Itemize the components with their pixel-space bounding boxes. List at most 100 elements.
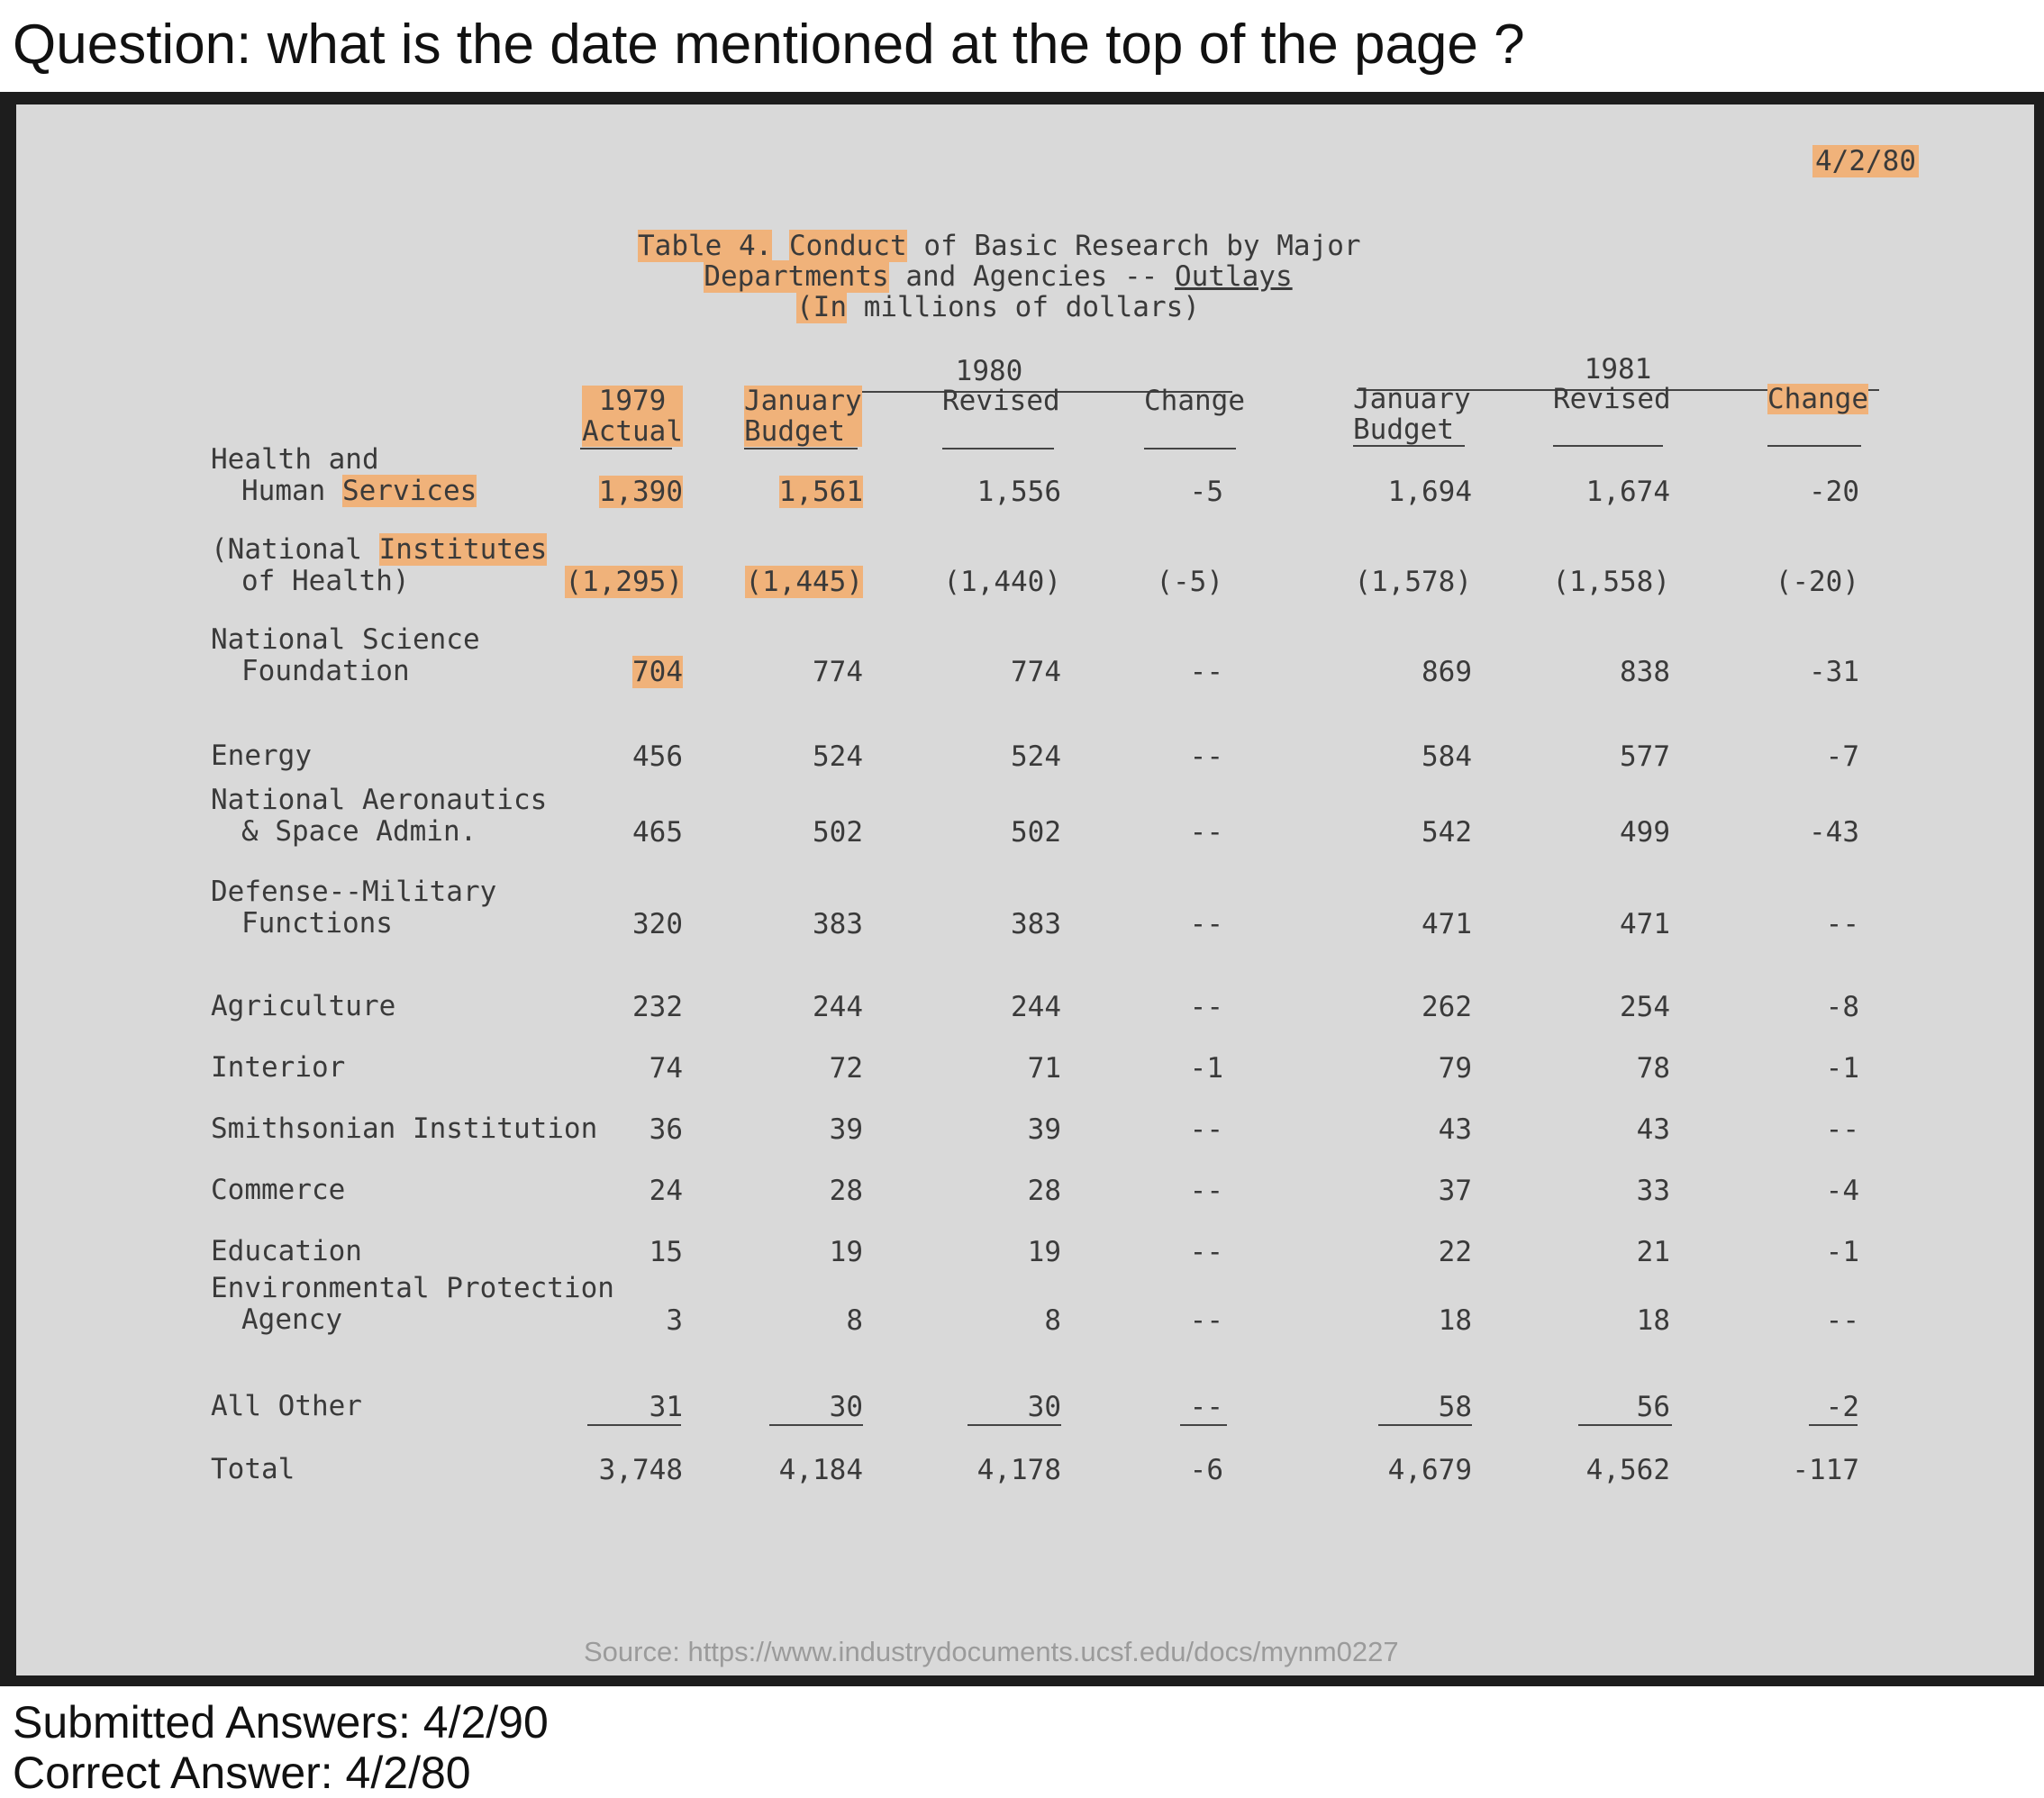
row-label-line: Smithsonian Institution xyxy=(211,1112,598,1145)
table-cell-value: -31 xyxy=(1809,656,1859,688)
table-cell-value: 58 xyxy=(1438,1391,1472,1423)
row-label-line: Agency xyxy=(241,1303,342,1336)
caption-line1-rest: of Basic Research by Major xyxy=(923,230,1361,262)
table-cell-value: 244 xyxy=(813,991,863,1023)
caption-line2-middle: and Agencies -- xyxy=(905,260,1158,293)
table-cell: 4,184 xyxy=(728,1454,863,1486)
table-cell-value: 577 xyxy=(1620,740,1670,773)
highlighted-word: Institutes xyxy=(378,533,548,566)
table-cell: 524 xyxy=(728,740,863,773)
header-1979-line1: 1979 xyxy=(582,386,683,416)
table-cell-value: 31 xyxy=(649,1391,683,1423)
table-cell: -- xyxy=(1088,991,1223,1023)
table-cell: 320 xyxy=(548,908,683,940)
table-cell-value: -- xyxy=(1189,1304,1223,1337)
table-cell-value: (1,578) xyxy=(1354,566,1472,598)
header-1979-actual: 1979 Actual xyxy=(582,386,683,447)
row-label-line: Commerce xyxy=(211,1174,346,1206)
table-cell: 39 xyxy=(926,1113,1061,1146)
table-cell: 30 xyxy=(728,1391,863,1423)
table-cell-value: -20 xyxy=(1809,476,1859,508)
sum-rule xyxy=(1578,1424,1672,1426)
row-label-line: Foundation xyxy=(241,655,410,687)
table-cell-value: -- xyxy=(1189,816,1223,849)
table-cell-value: 74 xyxy=(649,1052,683,1085)
table-cell: -- xyxy=(1724,1113,1859,1146)
row-label: (National Institutes of Health) xyxy=(211,533,548,597)
table-cell: 383 xyxy=(926,908,1061,940)
table-cell: 4,178 xyxy=(926,1454,1061,1486)
table-cell: (-20) xyxy=(1724,566,1859,598)
table-cell: 704 xyxy=(548,656,683,688)
table-cell: 43 xyxy=(1535,1113,1670,1146)
table-cell: 79 xyxy=(1337,1052,1472,1085)
table-cell-value: 19 xyxy=(829,1236,863,1268)
table-cell-value: 72 xyxy=(829,1052,863,1085)
row-label-line: Total xyxy=(211,1453,295,1485)
table-cell: -- xyxy=(1088,1236,1223,1268)
table-cell-value: 79 xyxy=(1438,1052,1472,1085)
table-cell-value: -1 xyxy=(1825,1052,1859,1085)
table-cell: (1,445) xyxy=(728,566,863,598)
caption-word-conduct: Conduct xyxy=(788,230,907,262)
caption-word-departments: Departments xyxy=(704,260,889,293)
header-1981-january-budget: January Budget xyxy=(1353,384,1471,445)
row-label: Energy xyxy=(211,740,312,772)
sum-rule xyxy=(769,1424,863,1426)
table-cell: 28 xyxy=(728,1175,863,1207)
header-rule xyxy=(1767,445,1861,447)
table-cell: 74 xyxy=(548,1052,683,1085)
header-1981-change: Change xyxy=(1767,383,1868,415)
table-cell-value: 18 xyxy=(1438,1304,1472,1337)
row-label-line: All Other xyxy=(211,1390,362,1422)
sum-rule xyxy=(587,1424,681,1426)
table-cell: 244 xyxy=(728,991,863,1023)
table-cell-value: 28 xyxy=(829,1175,863,1207)
table-cell-value: -- xyxy=(1189,1113,1223,1146)
table-cell-value: 456 xyxy=(632,740,683,773)
table-cell: 39 xyxy=(728,1113,863,1146)
table-cell: -- xyxy=(1088,1304,1223,1337)
source-watermark: Source: https://www.industrydocuments.uc… xyxy=(584,1636,1399,1667)
caption-line3-rest: millions of dollars) xyxy=(863,291,1200,323)
table-cell-value: 774 xyxy=(1011,656,1061,688)
header-rule xyxy=(1353,445,1465,447)
row-label-line: Functions xyxy=(241,907,393,940)
table-cell-value: 244 xyxy=(1011,991,1061,1023)
table-cell-value: 1,556 xyxy=(977,476,1061,508)
group-header-1980: 1980 xyxy=(746,355,1232,393)
table-cell: 465 xyxy=(548,816,683,849)
row-label: National Science Foundation xyxy=(211,624,480,687)
sum-rule xyxy=(967,1424,1061,1426)
table-cell-value: 43 xyxy=(1636,1113,1670,1146)
table-cell: -5 xyxy=(1088,476,1223,508)
table-cell: -1 xyxy=(1724,1236,1859,1268)
table-cell-value: 39 xyxy=(1027,1113,1061,1146)
table-cell: -117 xyxy=(1724,1454,1859,1486)
table-cell-value: 15 xyxy=(649,1236,683,1268)
table-cell-value: (1,558) xyxy=(1552,566,1670,598)
table-cell-value: 262 xyxy=(1422,991,1472,1023)
document-date: 4/2/80 xyxy=(1812,145,1919,177)
table-cell: -- xyxy=(1088,816,1223,849)
sum-rule xyxy=(1378,1424,1472,1426)
table-cell: -31 xyxy=(1724,656,1859,688)
table-cell-value: 542 xyxy=(1422,816,1472,849)
header-rule xyxy=(580,448,672,450)
row-label-line: & Space Admin. xyxy=(241,815,477,848)
table-cell: -1 xyxy=(1724,1052,1859,1085)
table-cell-value: -1 xyxy=(1825,1236,1859,1268)
table-cell: 36 xyxy=(548,1113,683,1146)
table-cell: 383 xyxy=(728,908,863,940)
table-cell-value: 584 xyxy=(1422,740,1472,773)
row-label-line: National Aeronautics xyxy=(211,784,548,816)
table-cell: -4 xyxy=(1724,1175,1859,1207)
submitted-answer: Submitted Answers: 4/2/90 xyxy=(13,1697,549,1748)
table-cell-value: 383 xyxy=(1011,908,1061,940)
table-cell-value: 1,561 xyxy=(778,476,863,508)
table-cell-value: -7 xyxy=(1825,740,1859,773)
table-cell: 1,674 xyxy=(1535,476,1670,508)
row-label: Interior xyxy=(211,1052,345,1084)
table-cell: 56 xyxy=(1535,1391,1670,1423)
table-cell: 1,561 xyxy=(728,476,863,508)
